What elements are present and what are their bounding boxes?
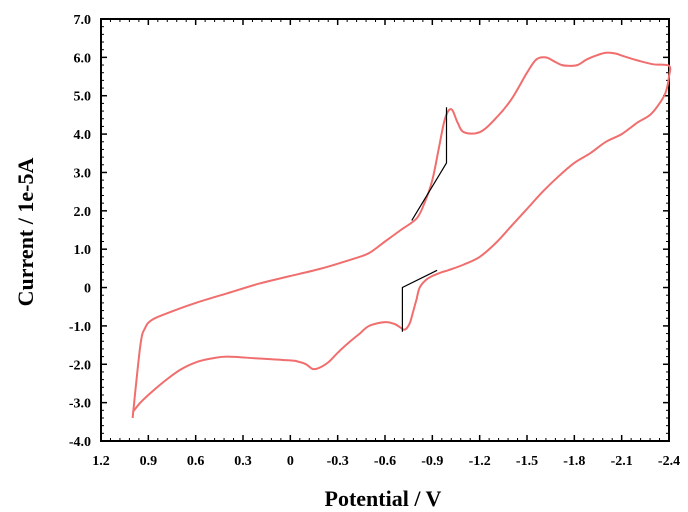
y-axis-ticks: 7.0 6.0 5.0 4.0 3.0 2.0 1.0 0 -1.0 -2.0 -3.0 -4.0 (69, 13, 669, 450)
x-tick-label: 0.6 (187, 454, 205, 469)
plot-frame (100, 18, 670, 442)
x-tick-label: -1.8 (563, 454, 585, 469)
x-tick-label: -2.4 (658, 454, 680, 469)
y-tick-label: 7.0 (74, 13, 92, 28)
plot-border (100, 18, 670, 442)
cv-series-line (131, 51, 672, 419)
x-tick-label: 1.2 (92, 454, 110, 469)
x-axis-ticks: 1.2 0.9 0.6 0.3 0 -0.3 -0.6 -0.9 -1.2 -1.5 -1.8 -2.… (92, 19, 680, 469)
x-tick-label: -0.3 (327, 454, 349, 469)
y-tick-label: -3.0 (69, 397, 91, 412)
y-tick-label: 1.0 (74, 243, 92, 258)
baseline-annotation-line (411, 107, 448, 221)
x-tick-label: 0 (287, 454, 294, 469)
x-tick-label: -1.5 (516, 454, 538, 469)
y-tick-label: 3.0 (74, 166, 92, 181)
y-tick-label: -4.0 (69, 435, 91, 450)
y-tick-label: 0 (84, 282, 91, 297)
x-tick-label: -0.6 (374, 454, 396, 469)
y-tick-label: 6.0 (74, 51, 92, 66)
baseline-annotation-line (401, 269, 438, 332)
x-tick-label: 0.3 (234, 454, 252, 469)
x-tick-label: -2.1 (611, 454, 633, 469)
x-axis-title: Potential / V (325, 486, 442, 511)
x-tick-label: -0.9 (421, 454, 443, 469)
y-tick-label: 5.0 (74, 90, 92, 105)
x-tick-label: 0.9 (140, 454, 158, 469)
y-axis-title: Current / 1e-5A (13, 158, 38, 307)
y-tick-label: 4.0 (74, 128, 92, 143)
x-tick-label: -1.2 (469, 454, 491, 469)
annotation-group (401, 107, 448, 332)
y-tick-label: -1.0 (69, 320, 91, 335)
series-group (131, 51, 672, 419)
y-tick-label: 2.0 (74, 205, 92, 220)
y-tick-label: -2.0 (69, 358, 91, 373)
